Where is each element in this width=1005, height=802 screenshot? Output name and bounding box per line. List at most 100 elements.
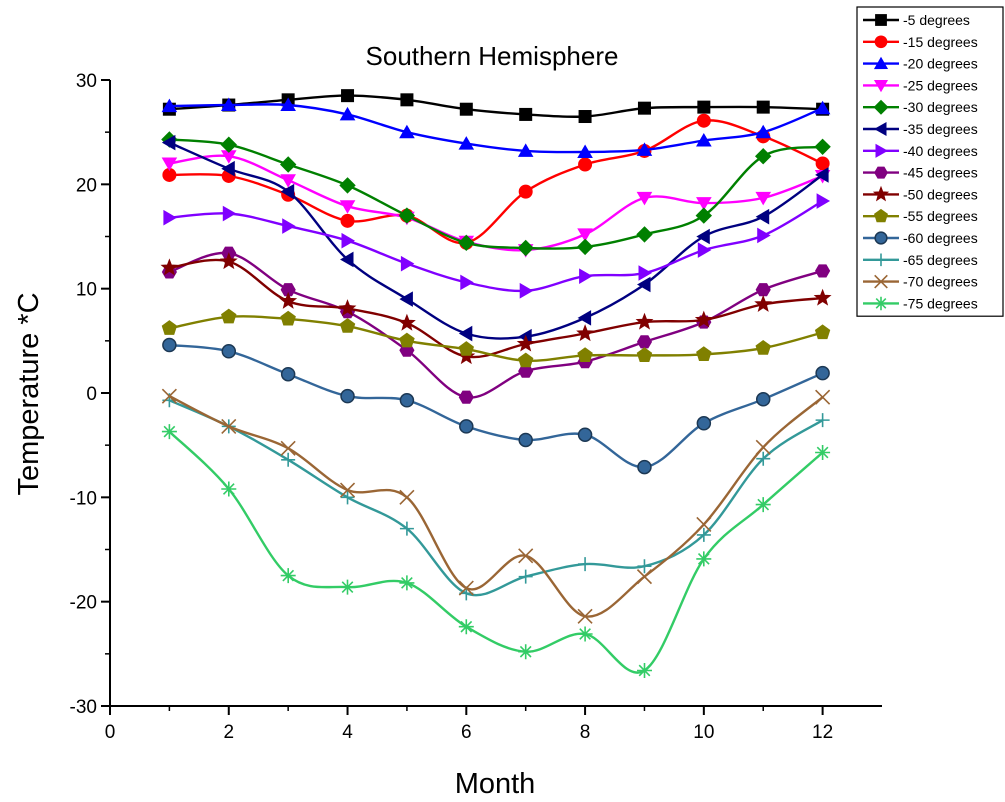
y-tick-label: 0 <box>86 384 97 405</box>
data-point <box>694 310 713 328</box>
data-point <box>399 575 415 591</box>
data-point <box>222 205 237 222</box>
chart-title: Southern Hemisphere <box>366 41 619 71</box>
data-point <box>814 100 831 115</box>
data-point <box>755 392 771 407</box>
data-point <box>221 481 237 497</box>
legend-label: -20 degrees <box>903 56 978 72</box>
legend-item: -40 degrees <box>863 143 978 159</box>
data-point <box>754 147 772 165</box>
legend-item: -45 degrees <box>863 165 978 181</box>
data-point <box>397 313 416 331</box>
legend-label: -15 degrees <box>903 34 978 50</box>
data-point <box>459 102 473 116</box>
data-point <box>280 366 296 382</box>
data-point <box>755 208 770 225</box>
series-line <box>168 251 823 399</box>
legend-label: -30 degrees <box>903 99 978 115</box>
data-point <box>517 239 534 257</box>
data-point <box>399 521 414 536</box>
legend-swatch-marker <box>872 185 890 202</box>
axes: 0 2 4 6 8 10 12 -30 -20 -10 0 10 20 30 <box>70 71 882 743</box>
data-point <box>341 232 355 249</box>
data-point <box>638 265 653 281</box>
data-point <box>755 283 771 297</box>
data-point <box>339 177 356 194</box>
series-layer <box>160 89 832 678</box>
x-axis-title: Month <box>455 768 536 800</box>
data-point <box>635 312 654 330</box>
legend-swatch-marker <box>874 296 888 311</box>
data-point <box>282 218 296 234</box>
legend-swatch-marker <box>874 274 888 289</box>
legend-swatch-marker <box>875 14 887 26</box>
y-tick-label: 10 <box>76 280 97 301</box>
legend-item: -65 degrees <box>863 252 978 268</box>
data-point <box>814 138 831 156</box>
data-point <box>636 569 653 585</box>
legend-item: -70 degrees <box>863 274 978 290</box>
data-point <box>813 288 832 306</box>
data-point <box>280 440 296 456</box>
data-point <box>399 332 415 348</box>
x-tick-label: 12 <box>812 722 833 743</box>
data-point <box>578 110 592 124</box>
data-point <box>459 419 474 434</box>
legend-label: -35 degrees <box>903 121 978 137</box>
legend-label: -25 degrees <box>903 77 978 93</box>
y-tick-label: -30 <box>70 697 97 718</box>
y-tick-label: -10 <box>70 488 97 509</box>
series-5-degrees <box>162 89 830 124</box>
data-point <box>220 97 237 111</box>
data-point <box>340 388 355 404</box>
data-point <box>518 548 534 564</box>
data-point <box>517 143 534 157</box>
data-point <box>756 451 771 466</box>
data-point <box>279 156 297 173</box>
series-line <box>169 138 823 250</box>
data-point <box>636 347 653 362</box>
data-point <box>816 193 831 209</box>
legend-swatch-marker <box>874 35 888 49</box>
series-line <box>168 430 824 674</box>
data-point <box>340 579 355 595</box>
series-55-degrees <box>161 308 831 368</box>
data-point <box>339 106 356 121</box>
data-point <box>399 124 415 139</box>
series-25-degrees <box>161 150 831 258</box>
data-point <box>458 136 475 150</box>
data-point <box>161 388 177 404</box>
data-point <box>280 310 296 326</box>
legend-label: -60 degrees <box>903 230 978 246</box>
legend-item: -30 degrees <box>863 99 978 115</box>
data-point <box>280 183 295 200</box>
y-axis-title: Temperature *C <box>13 292 45 495</box>
legend-item: -55 degrees <box>863 208 978 224</box>
legend-swatch-marker <box>873 80 889 93</box>
data-point <box>696 228 710 245</box>
data-point <box>757 227 771 244</box>
legend-swatch-marker <box>874 253 888 267</box>
x-tick-label: 6 <box>461 722 472 743</box>
data-point <box>458 619 474 635</box>
data-point <box>340 490 355 505</box>
data-point <box>577 347 593 362</box>
data-point <box>280 97 296 111</box>
data-point <box>518 569 533 584</box>
data-point <box>637 663 652 678</box>
data-point <box>161 424 177 440</box>
legend: -5 degrees -15 degrees -20 degrees -25 degr… <box>856 6 1004 317</box>
data-point <box>399 291 413 307</box>
data-point <box>161 134 176 151</box>
legend-label: -45 degrees <box>903 165 978 181</box>
legend-swatch-marker <box>874 166 888 179</box>
data-point <box>815 167 829 183</box>
series-40-degrees <box>163 193 831 299</box>
data-point <box>339 200 356 214</box>
legend-swatch-marker <box>873 56 889 70</box>
series-line <box>168 399 824 597</box>
data-point <box>636 276 651 293</box>
data-point <box>339 318 356 333</box>
data-point <box>636 226 653 243</box>
